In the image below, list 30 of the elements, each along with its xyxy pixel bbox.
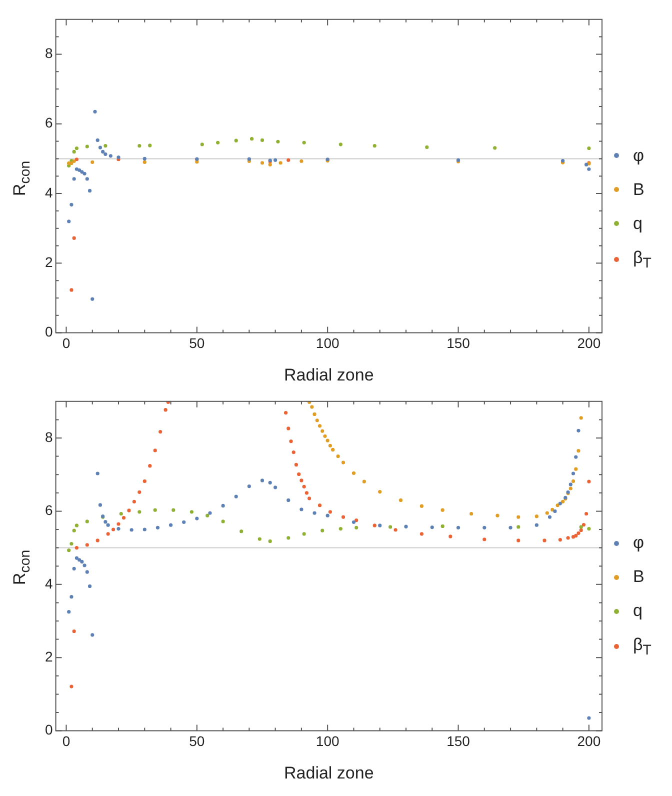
x-tick-label: 100 bbox=[316, 733, 340, 750]
y-tick-label: 4 bbox=[44, 575, 53, 592]
x-tick-label: 0 bbox=[62, 335, 70, 352]
legend-label: φ bbox=[633, 533, 644, 554]
x-tick-label: 50 bbox=[189, 733, 205, 750]
legend-label: β$_{T}$ bbox=[633, 248, 652, 271]
y-tick-label: 6 bbox=[44, 502, 53, 518]
y-tick-label: 2 bbox=[44, 254, 53, 270]
x-tick-label: 200 bbox=[577, 335, 601, 352]
y-tick-label: 8 bbox=[44, 45, 53, 62]
legend-label: B bbox=[633, 567, 644, 588]
y-tick-label: 2 bbox=[44, 648, 53, 664]
x-axis-title: Radial zone bbox=[284, 365, 374, 384]
y-tick-label: 4 bbox=[44, 184, 53, 200]
x-tick-label: 0 bbox=[62, 733, 70, 750]
x-axis-title: Radial zone bbox=[284, 763, 374, 782]
x-tick-label: 150 bbox=[446, 733, 470, 750]
y-tick-label: 0 bbox=[44, 722, 53, 738]
legend-label: q bbox=[633, 214, 642, 234]
x-tick-label: 200 bbox=[577, 733, 601, 750]
legend-label: β$_{T}$ bbox=[633, 635, 652, 659]
y-tick-label: 8 bbox=[44, 428, 53, 445]
legend-label: B bbox=[633, 180, 644, 200]
y-tick-label: 6 bbox=[44, 114, 53, 131]
y-tick-label: 0 bbox=[44, 324, 53, 340]
x-tick-label: 50 bbox=[189, 335, 205, 352]
x-tick-label: 150 bbox=[446, 335, 470, 352]
legend-label: q bbox=[633, 601, 642, 622]
x-tick-label: 100 bbox=[316, 335, 340, 352]
legend-label: φ bbox=[633, 146, 644, 166]
